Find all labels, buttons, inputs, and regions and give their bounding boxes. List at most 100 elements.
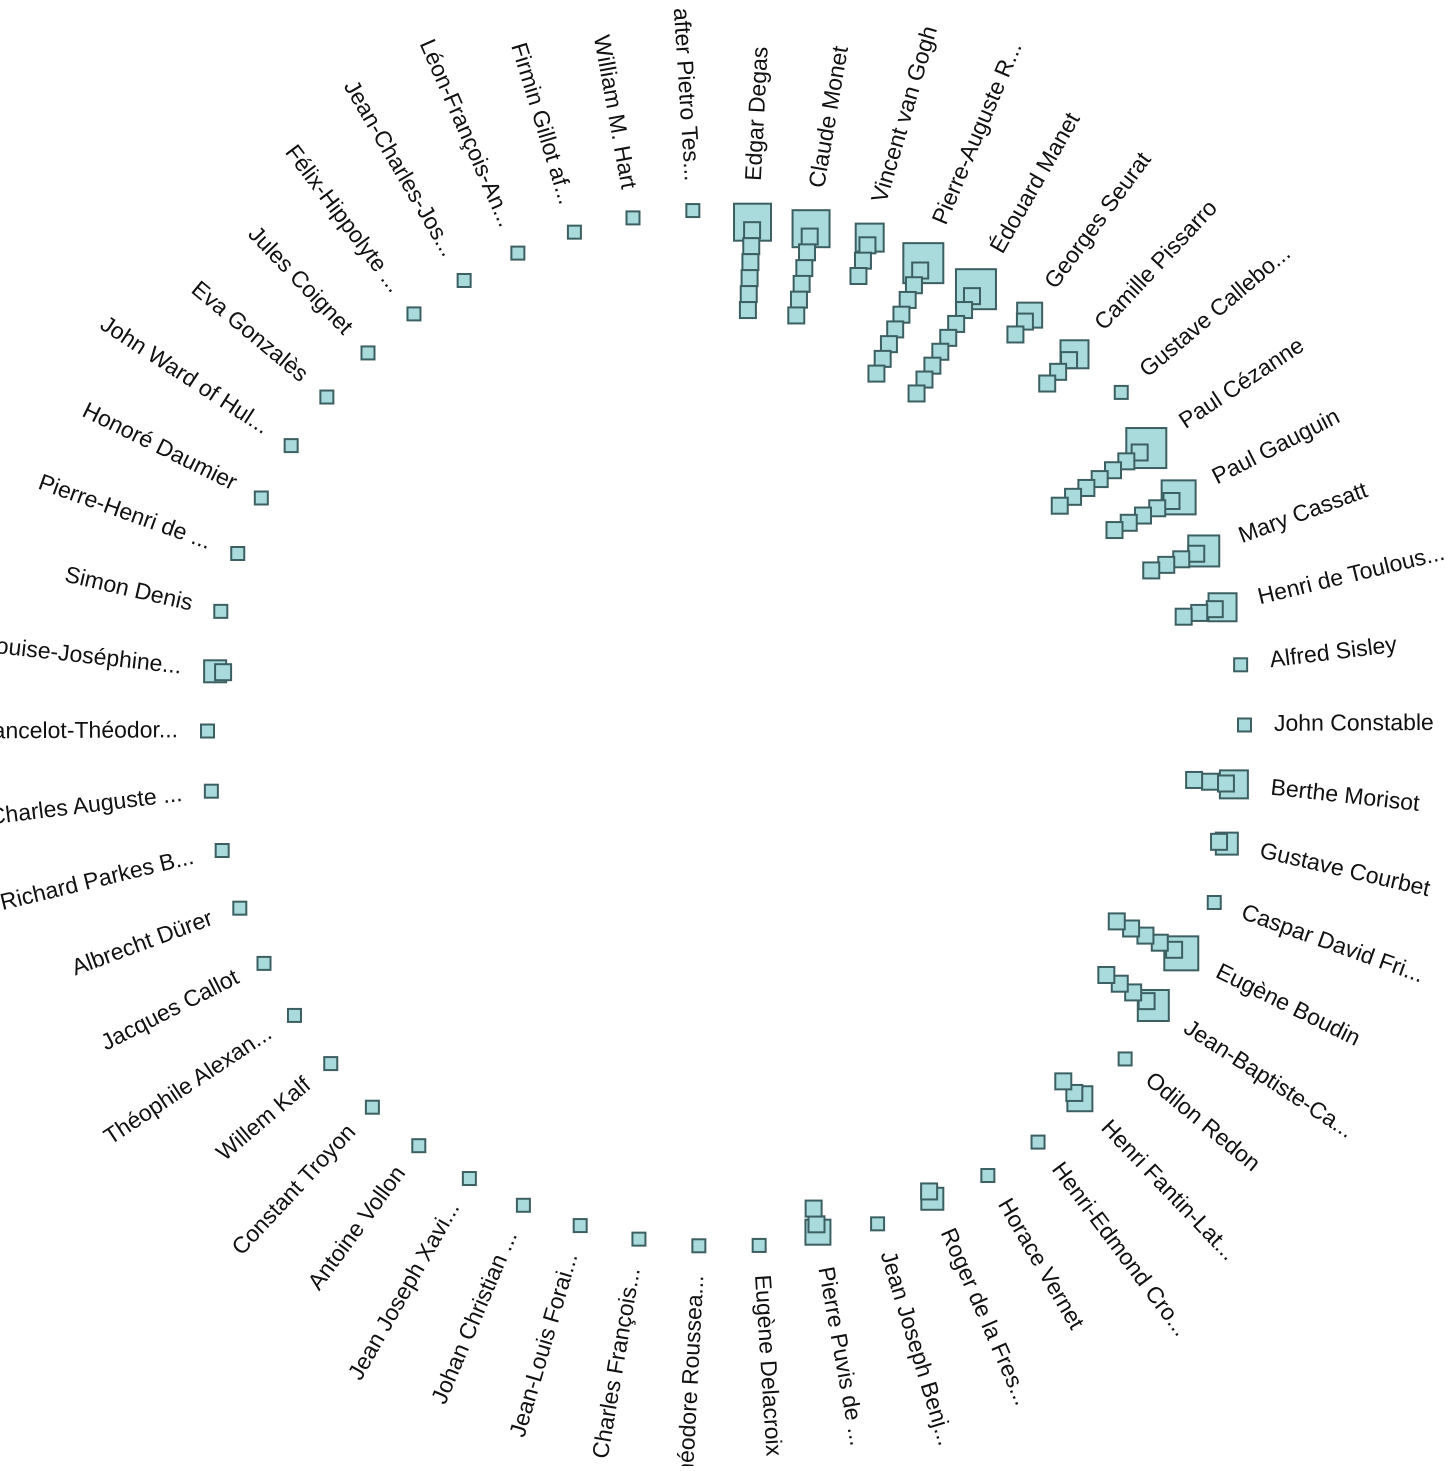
square [1142, 561, 1161, 580]
square [795, 259, 814, 278]
artist-label: Charles François... [587, 1266, 645, 1461]
artist-label: Albrecht Dürer [68, 904, 216, 980]
square [323, 1056, 339, 1072]
artist-label: Simon Denis [63, 561, 196, 616]
artist-label: Louise-Joséphine... [0, 631, 183, 679]
artist-label: Eugène Boudin [1212, 958, 1365, 1051]
square [1185, 770, 1204, 789]
square [1105, 521, 1124, 540]
square [1038, 374, 1057, 393]
square [1216, 774, 1235, 793]
artist-label: Berthe Morisot [1269, 774, 1421, 816]
square [360, 345, 376, 361]
artist-label: Pierre-Henri de ... [35, 468, 215, 554]
square [1172, 550, 1191, 569]
square [461, 1171, 477, 1187]
square [230, 546, 246, 562]
artist-label: Willem Kalf [211, 1071, 316, 1166]
square [798, 243, 817, 262]
artist-label: Vincent van Gogh [866, 23, 942, 205]
artist-label: Johan Christian ... [426, 1227, 522, 1408]
square [787, 306, 806, 325]
artist-label: Gustave Courbet [1257, 837, 1433, 902]
square [203, 783, 219, 799]
square [751, 1237, 767, 1253]
square [1206, 894, 1222, 910]
square [1054, 1072, 1073, 1091]
square [515, 1197, 531, 1213]
square [879, 335, 898, 354]
artist-label: after Pietro Tes... [669, 7, 706, 182]
square [283, 438, 299, 454]
square [286, 1007, 302, 1023]
square [1210, 832, 1229, 851]
artist-label: Edgar Degas [740, 46, 773, 181]
square [200, 723, 216, 739]
square [911, 261, 930, 280]
square [256, 955, 272, 971]
square [1233, 657, 1249, 673]
square [1117, 1051, 1133, 1067]
square [631, 1231, 647, 1247]
square [510, 245, 526, 261]
square [849, 267, 868, 286]
square [867, 364, 886, 383]
square [566, 224, 582, 240]
artist-label: Paul Cézanne [1174, 332, 1309, 434]
square [873, 349, 892, 368]
square [980, 1168, 996, 1184]
square [1187, 544, 1206, 563]
square [886, 320, 905, 339]
square [804, 1199, 823, 1218]
square [364, 1099, 380, 1115]
square [870, 1216, 886, 1232]
square [406, 306, 422, 322]
artist-label: Pierre Puvis de ... [813, 1264, 871, 1447]
square [800, 227, 819, 246]
artist-label: Honoré Daumier [79, 397, 242, 495]
square [214, 663, 233, 682]
square [1097, 965, 1116, 984]
square [1006, 325, 1025, 344]
square [738, 301, 757, 320]
square [898, 290, 917, 309]
artist-label: Jean Joseph Benj... [876, 1248, 960, 1449]
artist-label: Mary Cassatt [1235, 476, 1372, 548]
square [1030, 1134, 1046, 1150]
square [792, 274, 811, 293]
square [1107, 912, 1126, 931]
square [625, 210, 641, 226]
artist-label: John Constable [1274, 709, 1434, 736]
square [789, 290, 808, 309]
artist-label: Horace Vernet [993, 1193, 1090, 1334]
square [904, 276, 923, 295]
square [685, 203, 701, 219]
square [214, 843, 230, 859]
artist-label: Jean-Louis Forai... [504, 1250, 583, 1440]
square [1174, 607, 1193, 626]
square [411, 1138, 427, 1154]
square [739, 285, 758, 304]
artist-label: Alfred Sisley [1268, 631, 1399, 672]
square [572, 1218, 588, 1234]
square [853, 251, 872, 270]
square [232, 900, 248, 916]
square [743, 221, 762, 240]
square [1157, 555, 1176, 574]
artist-label: Paul Gauguin [1207, 403, 1343, 489]
artist-label: Théodore Roussea... [671, 1274, 708, 1466]
square [456, 272, 472, 288]
square [691, 1238, 707, 1254]
artist-label: Henri de Toulous... [1255, 539, 1447, 609]
artist-label: Claude Monet [803, 44, 853, 190]
artist-label: William M. Hart [589, 33, 643, 192]
square [742, 237, 761, 256]
square [1201, 772, 1220, 791]
artist-label: Eugène Delacroix [750, 1274, 788, 1457]
square [1113, 384, 1129, 400]
square [892, 305, 911, 324]
square [920, 1182, 939, 1201]
artist-label: Caspar David Fri... [1238, 898, 1427, 987]
square [1050, 496, 1069, 515]
